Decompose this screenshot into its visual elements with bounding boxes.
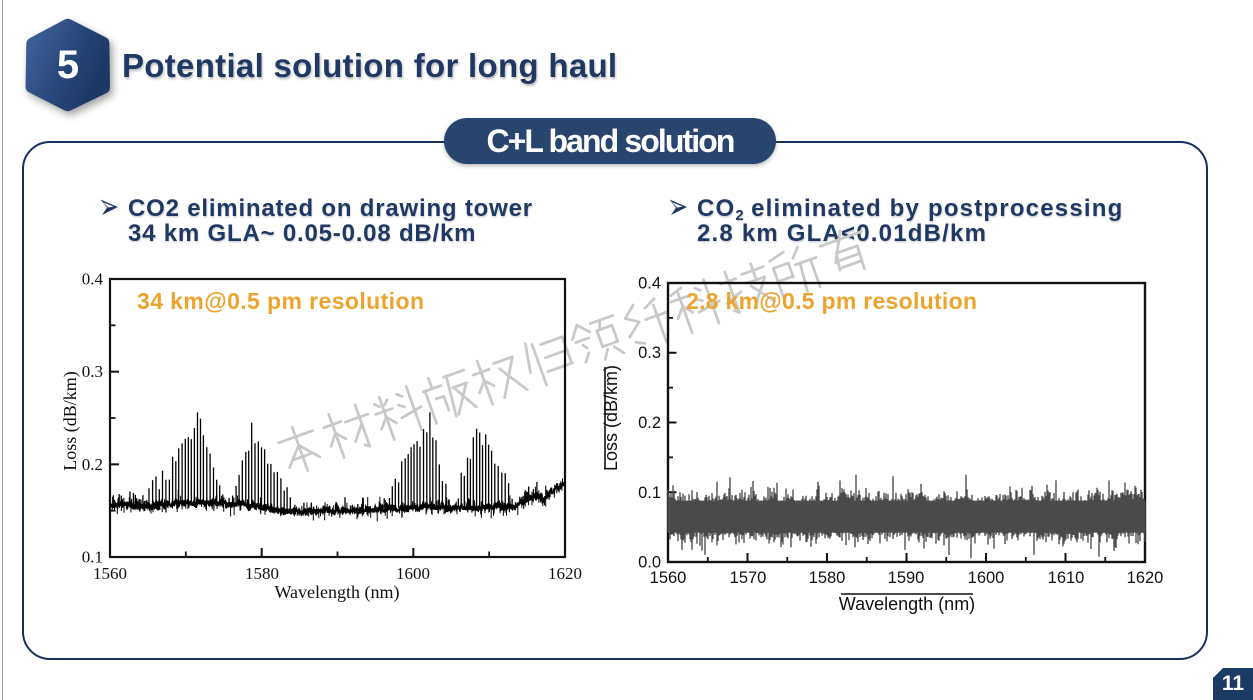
svg-text:Wavelength (nm): Wavelength (nm)	[274, 582, 399, 603]
svg-text:0.2: 0.2	[638, 414, 661, 432]
svg-text:1620: 1620	[1127, 569, 1164, 587]
svg-text:Loss (dB/km): Loss (dB/km)	[60, 371, 81, 471]
svg-text:1600: 1600	[396, 564, 430, 583]
svg-text:0.4: 0.4	[82, 270, 104, 289]
svg-text:1610: 1610	[1048, 569, 1085, 587]
svg-text:1580: 1580	[809, 569, 846, 587]
svg-text:1600: 1600	[968, 569, 1005, 587]
svg-text:0.3: 0.3	[638, 344, 661, 362]
svg-text:1590: 1590	[888, 569, 925, 587]
svg-text:0.1: 0.1	[82, 548, 103, 567]
svg-text:0.4: 0.4	[638, 275, 661, 293]
svg-text:1570: 1570	[730, 569, 767, 587]
svg-text:1560: 1560	[93, 564, 127, 583]
svg-text:Wavelength (nm): Wavelength (nm)	[839, 594, 975, 614]
svg-text:1580: 1580	[245, 564, 279, 583]
svg-text:1560: 1560	[650, 569, 687, 587]
svg-text:0.1: 0.1	[638, 484, 661, 502]
svg-text:0.2: 0.2	[82, 455, 103, 474]
svg-text:0.3: 0.3	[82, 362, 103, 381]
svg-text:1620: 1620	[548, 564, 582, 583]
svg-text:Loss (dB/km): Loss (dB/km)	[601, 365, 621, 471]
svg-text:0.0: 0.0	[638, 554, 661, 572]
svg-text:34 km@0.5 pm resolution: 34 km@0.5 pm resolution	[137, 288, 423, 314]
svg-text:5: 5	[57, 43, 79, 87]
svg-text:2.8 km@0.5 pm resolution: 2.8 km@0.5 pm resolution	[686, 288, 976, 314]
